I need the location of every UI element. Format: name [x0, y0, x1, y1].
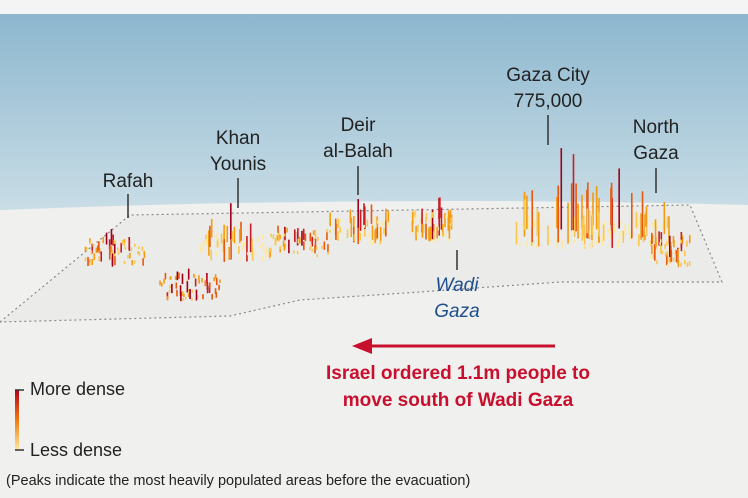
place-label: North	[633, 117, 679, 138]
place-label: Rafah	[103, 171, 154, 192]
wadi-label: Gaza	[434, 301, 479, 322]
place-label: Khan	[216, 128, 260, 149]
annotation: Israel ordered 1.1m people to	[326, 363, 590, 384]
sky	[0, 14, 748, 210]
place-population: 775,000	[514, 91, 583, 112]
legend-high: More dense	[30, 379, 125, 399]
wadi-label: Wadi	[436, 275, 480, 296]
density-spikes	[84, 148, 691, 302]
legend-low: Less dense	[30, 440, 122, 460]
place-label: Younis	[210, 154, 266, 175]
legend-gradient	[15, 390, 19, 450]
leader-lines	[127, 115, 657, 270]
annotation: move south of Wadi Gaza	[343, 390, 574, 411]
place-label: al-Balah	[323, 141, 393, 162]
place-label: Gaza	[633, 143, 679, 164]
arrow-head	[352, 338, 372, 354]
place-label: Deir	[341, 115, 377, 136]
footnote: (Peaks indicate the most heavily populat…	[6, 473, 470, 489]
place-label: Gaza City	[506, 65, 590, 86]
